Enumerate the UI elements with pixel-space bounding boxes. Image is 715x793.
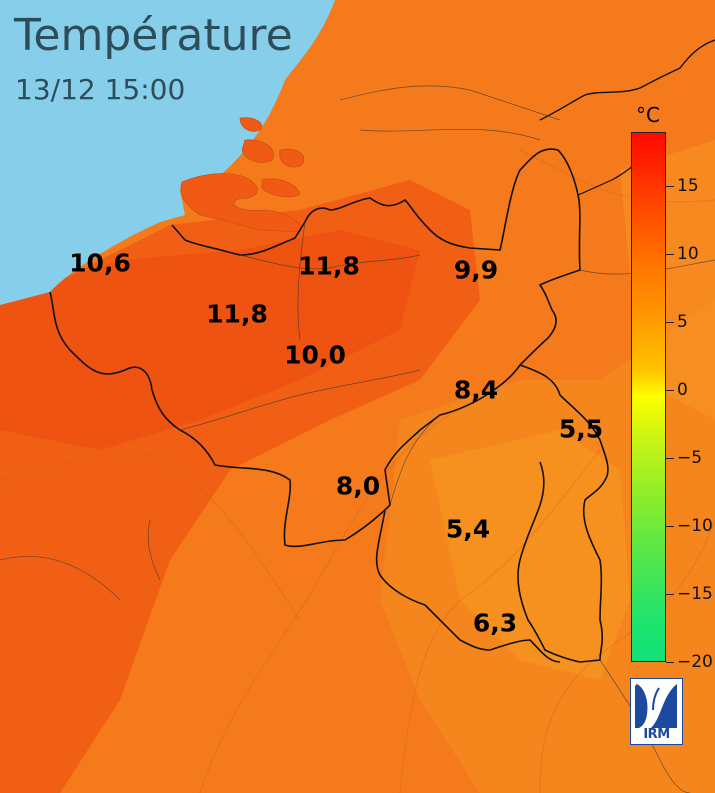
reading-center: 10,0 [284,340,346,370]
legend-tick-label: 10 [677,244,699,264]
reading-southeast: 5,4 [445,514,491,544]
legend-tick-label: −10 [677,516,713,536]
legend-tick-label: −20 [677,652,713,672]
legend-tick [666,594,674,595]
legend-tick-label: 5 [677,312,688,332]
legend-tick [666,526,674,527]
reading-far-east: 5,5 [558,414,604,444]
color-scale-bar [631,132,666,662]
reading-south: 6,3 [472,608,518,638]
logo-text: IRM [643,727,670,742]
legend-unit: °C [636,103,660,127]
reading-south-center: 8,0 [335,471,381,501]
map-datetime: 13/12 15:00 [15,73,186,106]
legend-tick [666,662,674,663]
legend-tick [666,322,674,323]
reading-coast: 10,6 [69,248,131,278]
legend-tick [666,390,674,391]
irm-logo-icon: IRM [630,678,683,745]
legend-tick-label: −15 [677,584,713,604]
legend-tick-label: 0 [677,380,688,400]
map-title: Température [14,10,293,61]
reading-north: 11,8 [298,251,360,281]
reading-northeast: 9,9 [453,255,499,285]
reading-west: 11,8 [206,299,268,329]
legend-tick-label: 15 [677,176,699,196]
reading-east: 8,4 [453,375,499,405]
legend-tick [666,186,674,187]
legend-tick-label: −5 [677,448,703,468]
legend-tick [666,254,674,255]
legend-tick [666,458,674,459]
